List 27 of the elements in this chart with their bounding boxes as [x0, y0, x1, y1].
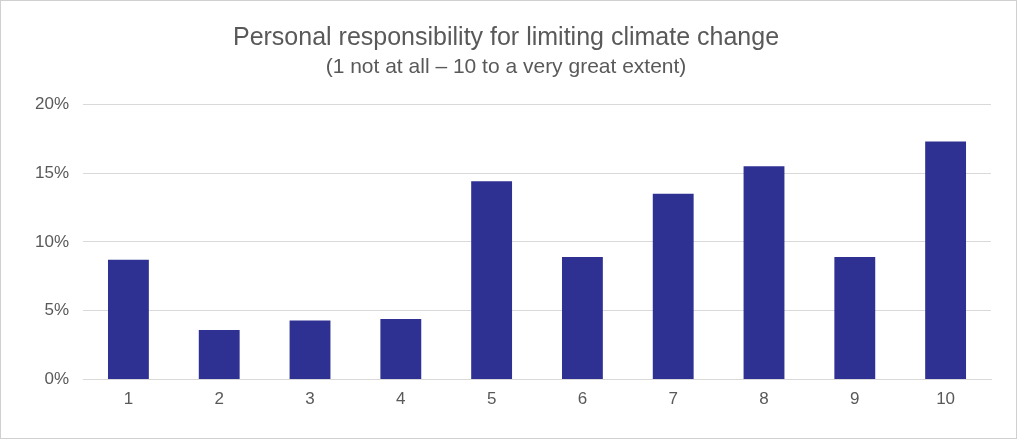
bar: [561, 257, 603, 380]
x-tick-label: 10: [936, 389, 956, 409]
chart-subtitle: (1 not at all – 10 to a very great extent): [325, 54, 687, 78]
x-tick-label: 2: [214, 389, 224, 409]
x-tick-label: 8: [759, 389, 769, 409]
x-tick-label: 5: [486, 389, 497, 409]
bar: [380, 319, 422, 380]
x-tick-label: 6: [577, 389, 588, 409]
bar: [107, 259, 149, 380]
bar: [925, 141, 967, 380]
chart-title: Personal responsibility for limiting climate change: [232, 21, 780, 50]
y-tick-label: 15%: [34, 162, 70, 182]
y-tick-label: 10%: [34, 231, 70, 251]
bar: [834, 257, 876, 380]
x-tick-label: 7: [668, 389, 678, 409]
x-tick-label: 3: [305, 389, 315, 409]
bar: [652, 193, 694, 380]
y-tick-label: 0%: [44, 369, 70, 389]
y-tick-label: 20%: [34, 93, 70, 113]
x-tick-label: 9: [850, 389, 860, 409]
bar: [289, 320, 331, 380]
y-tick-label: 5%: [44, 300, 70, 320]
x-tick-label: 4: [396, 389, 406, 409]
bar: [471, 181, 513, 380]
x-tick-label: 1: [123, 389, 134, 409]
bar: [743, 166, 785, 380]
bar: [198, 330, 240, 380]
